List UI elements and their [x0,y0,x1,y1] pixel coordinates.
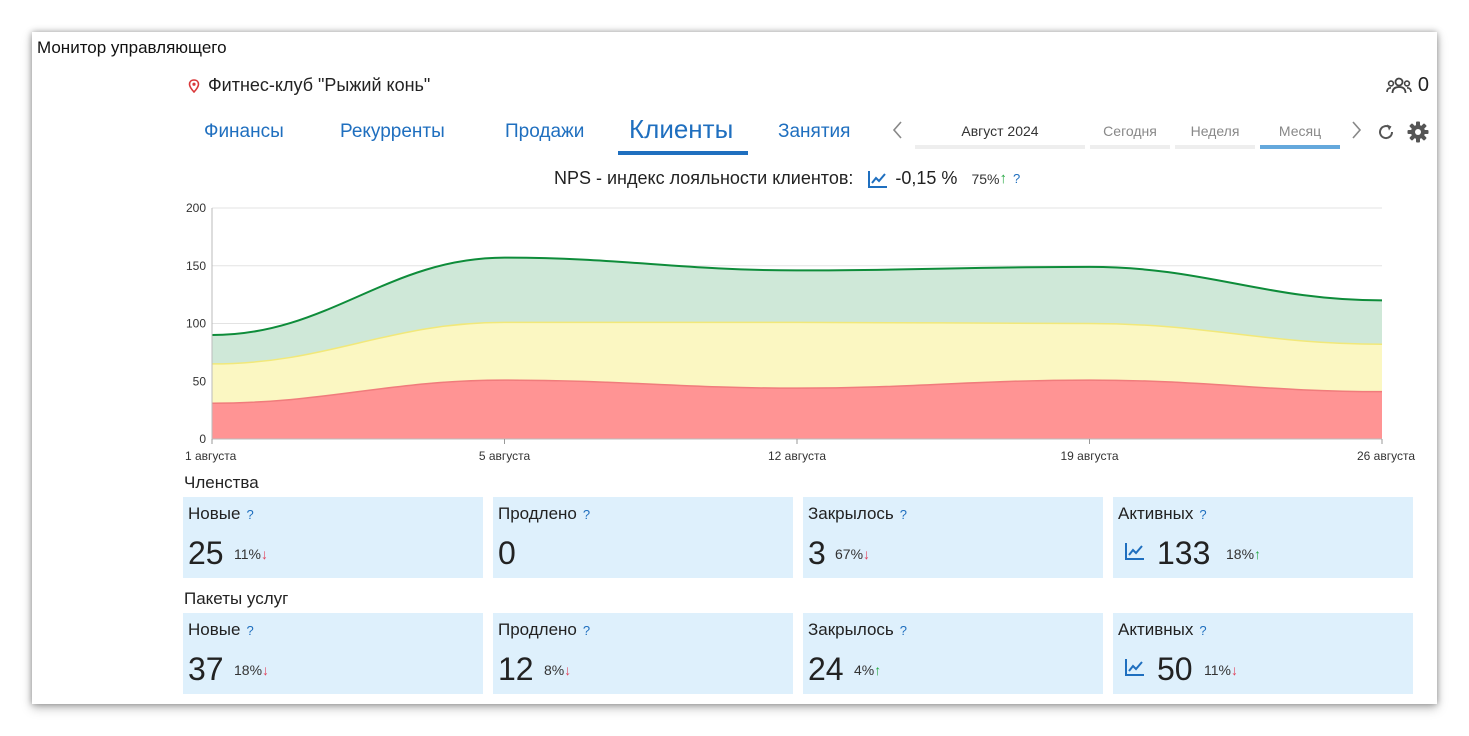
help-icon[interactable]: ? [246,623,254,638]
card-label: Продлено [498,504,577,523]
location-label: Фитнес-клуб "Рыжий конь" [188,75,430,96]
location-text: Фитнес-клуб "Рыжий конь" [208,75,431,95]
tab-clients[interactable]: Клиенты [629,114,734,144]
help-icon[interactable]: ? [582,623,591,638]
card-value: 0 [498,535,516,571]
arrow-down-icon: ↓ [1230,662,1238,678]
app-window: Монитор управляющего Фитнес-клуб "Рыжий … [32,32,1437,704]
chart-line-icon[interactable] [1124,657,1146,677]
nps-indicator: NPS - индекс лояльности клиентов: -0,15 … [554,168,1020,189]
x-tick-label: 5 августа [479,449,531,463]
line-series-1 [211,321,1383,365]
y-tick-label: 0 [199,432,206,446]
arrow-up-icon: ↑ [1254,546,1262,562]
tab-sales[interactable]: Продажи [505,121,585,142]
next-period-button[interactable] [1350,120,1362,146]
prev-period-button[interactable] [892,120,904,146]
arrow-up-icon: ↑ [999,170,1007,187]
period-current[interactable]: Август 2024 [915,121,1085,149]
card-label: Новые [188,620,241,639]
x-tick-label: 19 августа [1060,449,1118,463]
card-value: 37 [188,651,224,687]
tab-classes[interactable]: Занятия [778,121,851,142]
x-tick-label: 1 августа [185,449,237,463]
packages-closed-card: Закрылось? 24 4%↑ [803,613,1103,694]
period-week[interactable]: Неделя [1175,121,1255,149]
tab-recurrents[interactable]: Рекурренты [340,121,445,142]
x-tick-label: 12 августа [768,449,826,463]
memberships-renewed-card: Продлено? 0 [493,497,793,578]
card-change: 8% [544,662,565,678]
chart-line-icon[interactable] [867,169,889,189]
help-icon[interactable]: ? [899,507,907,522]
card-change: 4% [854,662,875,678]
refresh-icon [1379,124,1394,140]
nps-value: -0,15 % [895,168,958,188]
packages-new-card: Новые? 37 18%↓ [183,613,483,694]
card-change: 18% [1226,546,1255,562]
card-change: 11% [234,546,261,562]
nps-change: 75% [971,170,1000,187]
map-pin-icon [188,78,200,93]
y-tick-label: 100 [186,317,206,331]
card-label: Закрылось [808,504,894,523]
card-value: 24 [808,651,844,687]
memberships-closed-card: Закрылось? 3 67%↓ [803,497,1103,578]
area-series-2 [212,380,1382,439]
card-change: 67% [835,546,864,562]
arrow-down-icon: ↓ [260,546,268,562]
card-label: Закрылось [808,620,894,639]
help-icon[interactable]: ? [1199,623,1207,638]
chevron-left-icon [892,121,902,139]
line-series-0 [211,256,1383,337]
gear-icon [1407,121,1429,143]
packages-renewed-card: Продлено? 12 8%↓ [493,613,793,694]
window-title: Монитор управляющего [37,38,227,57]
nps-help-icon[interactable]: ? [1012,171,1021,186]
arrow-up-icon: ↑ [874,662,882,678]
settings-button[interactable] [1407,121,1429,148]
help-icon[interactable]: ? [1199,507,1207,522]
tab-finance[interactable]: Финансы [204,121,284,142]
active-tab-indicator [618,151,748,155]
card-label: Активных [1118,620,1194,639]
period-month[interactable]: Месяц [1260,121,1340,149]
arrow-down-icon: ↓ [262,662,270,678]
card-value: 50 [1157,651,1193,687]
x-tick-label: 26 августа [1357,449,1415,463]
card-change: 18% [234,662,263,678]
memberships-active-card: Активных? 133 18%↑ [1113,497,1413,578]
period-today[interactable]: Сегодня [1090,121,1170,149]
memberships-new-card: Новые? 25 11%↓ [183,497,483,578]
card-label: Продлено [498,620,577,639]
arrow-down-icon: ↓ [863,546,871,562]
line-series-2 [211,379,1383,404]
card-value: 25 [188,535,224,571]
card-value: 133 [1157,535,1211,571]
y-tick-label: 200 [186,201,206,215]
users-indicator[interactable]: 0 [1386,74,1429,97]
y-tick-label: 150 [186,259,206,273]
help-icon[interactable]: ? [899,623,907,638]
memberships-title: Членства [184,473,259,492]
packages-title: Пакеты услуг [184,589,289,608]
chart-line-icon[interactable] [1124,541,1146,561]
arrow-down-icon: ↓ [564,662,572,678]
card-value: 3 [808,535,826,571]
packages-active-card: Активных? 50 11%↓ [1113,613,1413,694]
y-tick-label: 50 [193,374,207,388]
nps-label: NPS - индекс лояльности клиентов: [554,168,854,188]
help-icon[interactable]: ? [246,507,254,522]
chevron-right-icon [1352,121,1362,139]
card-change: 11% [1204,662,1231,678]
card-label: Активных [1118,504,1194,523]
users-icon [1386,77,1412,93]
card-label: Новые [188,504,241,523]
help-icon[interactable]: ? [582,507,591,522]
nps-area-chart: 0 50 100 150 200 1 августа 5 августа 12 августа… [185,201,1415,463]
users-count: 0 [1417,74,1429,96]
card-value: 12 [498,651,534,687]
refresh-button[interactable] [1376,122,1396,147]
